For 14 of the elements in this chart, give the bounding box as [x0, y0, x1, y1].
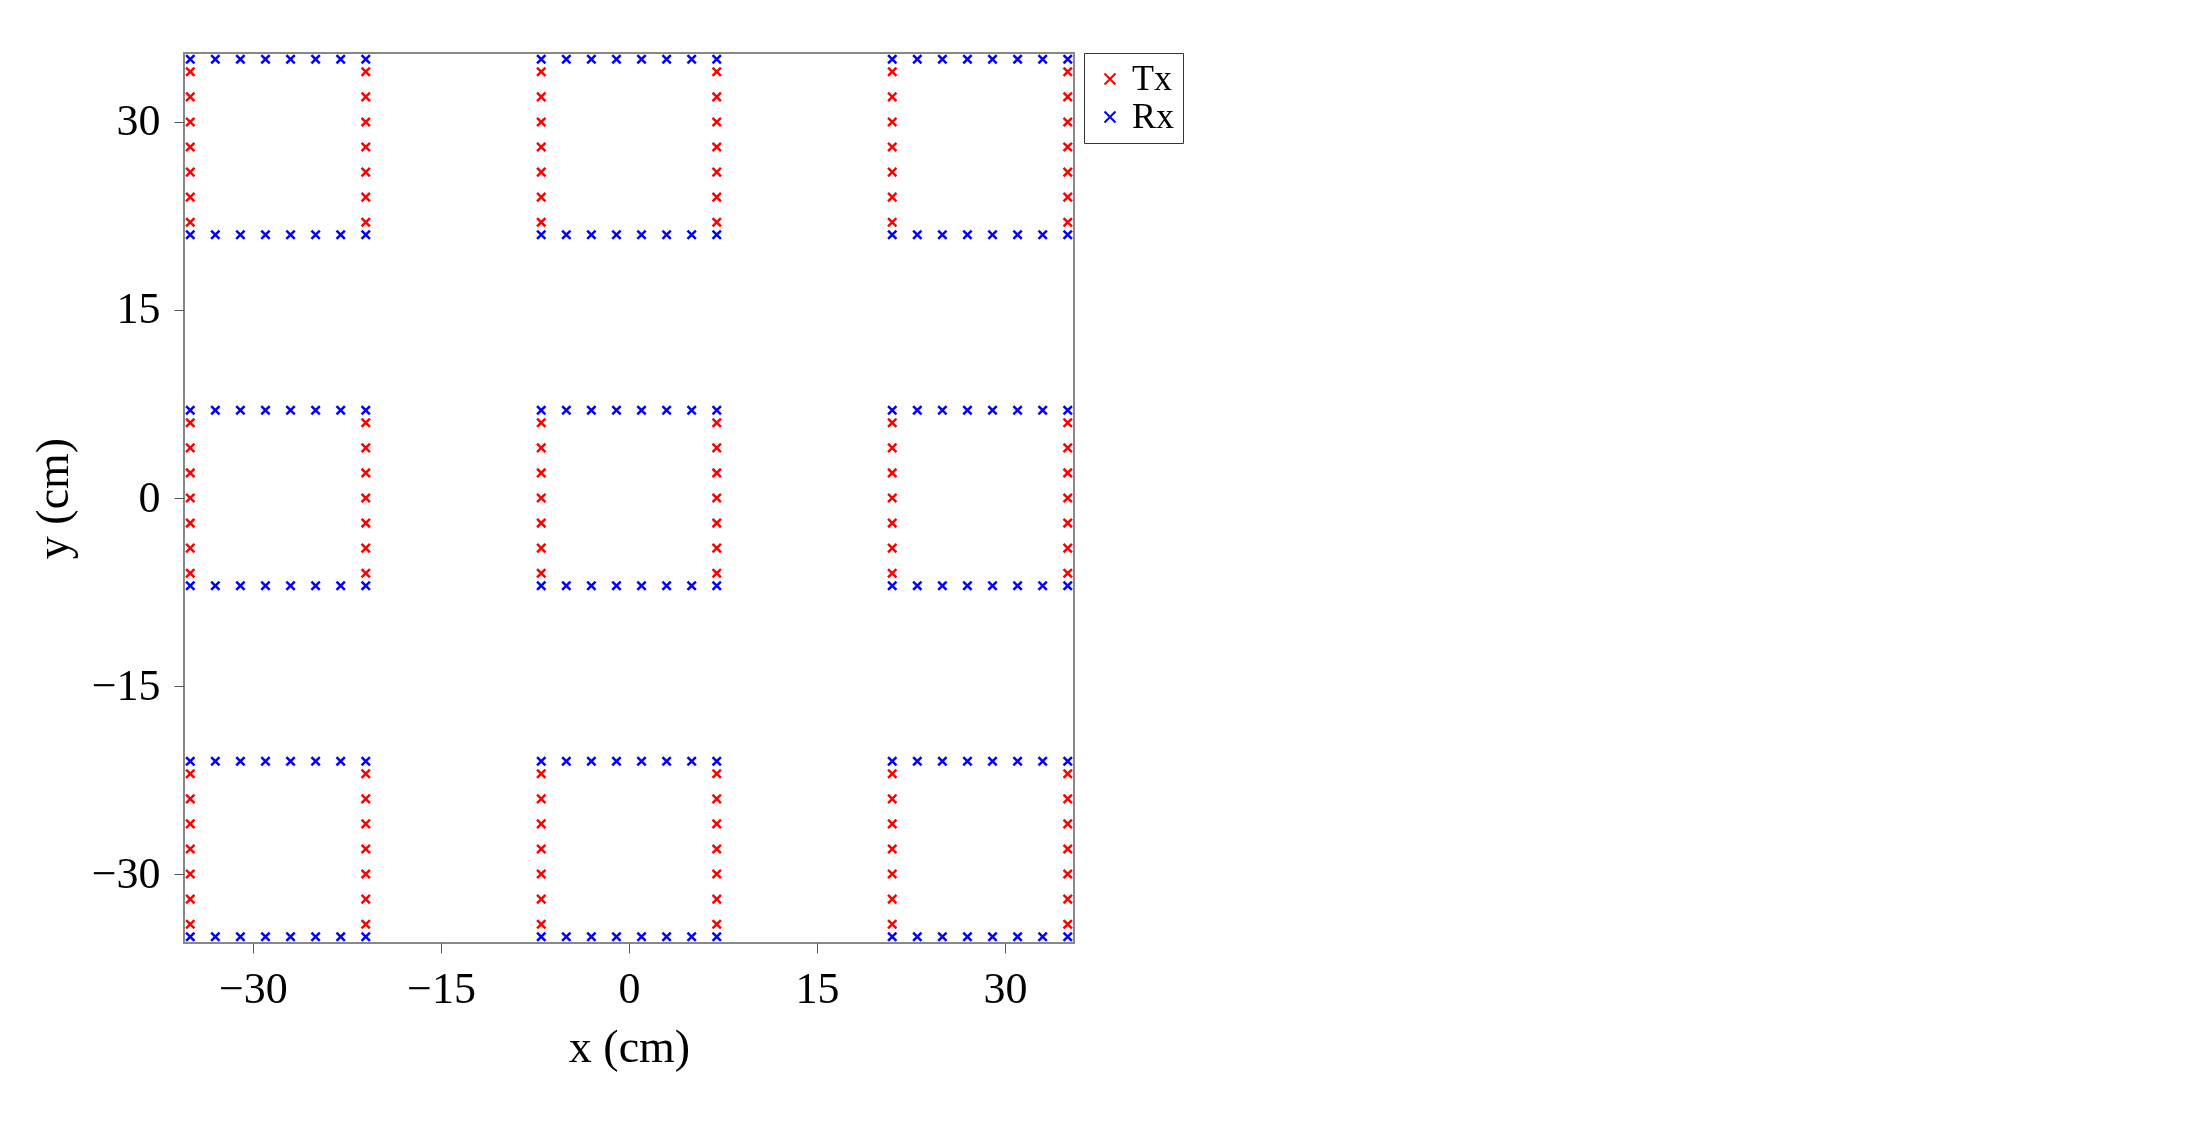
legend-label: Tx — [1132, 58, 1172, 98]
y-tick-label: 30 — [116, 96, 161, 146]
x-tick-label: −15 — [407, 963, 476, 1013]
y-tick-label: 15 — [116, 284, 161, 334]
y-axis-title: y (cm) — [26, 437, 78, 560]
y-tick-label: 0 — [138, 472, 161, 522]
x-tick-label: 0 — [618, 963, 641, 1013]
x-axis-title: x (cm) — [568, 1020, 691, 1072]
x-tick-label: 30 — [983, 963, 1028, 1013]
x-tick-label: −30 — [219, 963, 288, 1013]
y-tick-label: −30 — [91, 848, 161, 898]
x-tick-label: 15 — [795, 963, 840, 1013]
legend-label: Rx — [1132, 96, 1175, 136]
y-tick-label: −15 — [91, 660, 161, 710]
